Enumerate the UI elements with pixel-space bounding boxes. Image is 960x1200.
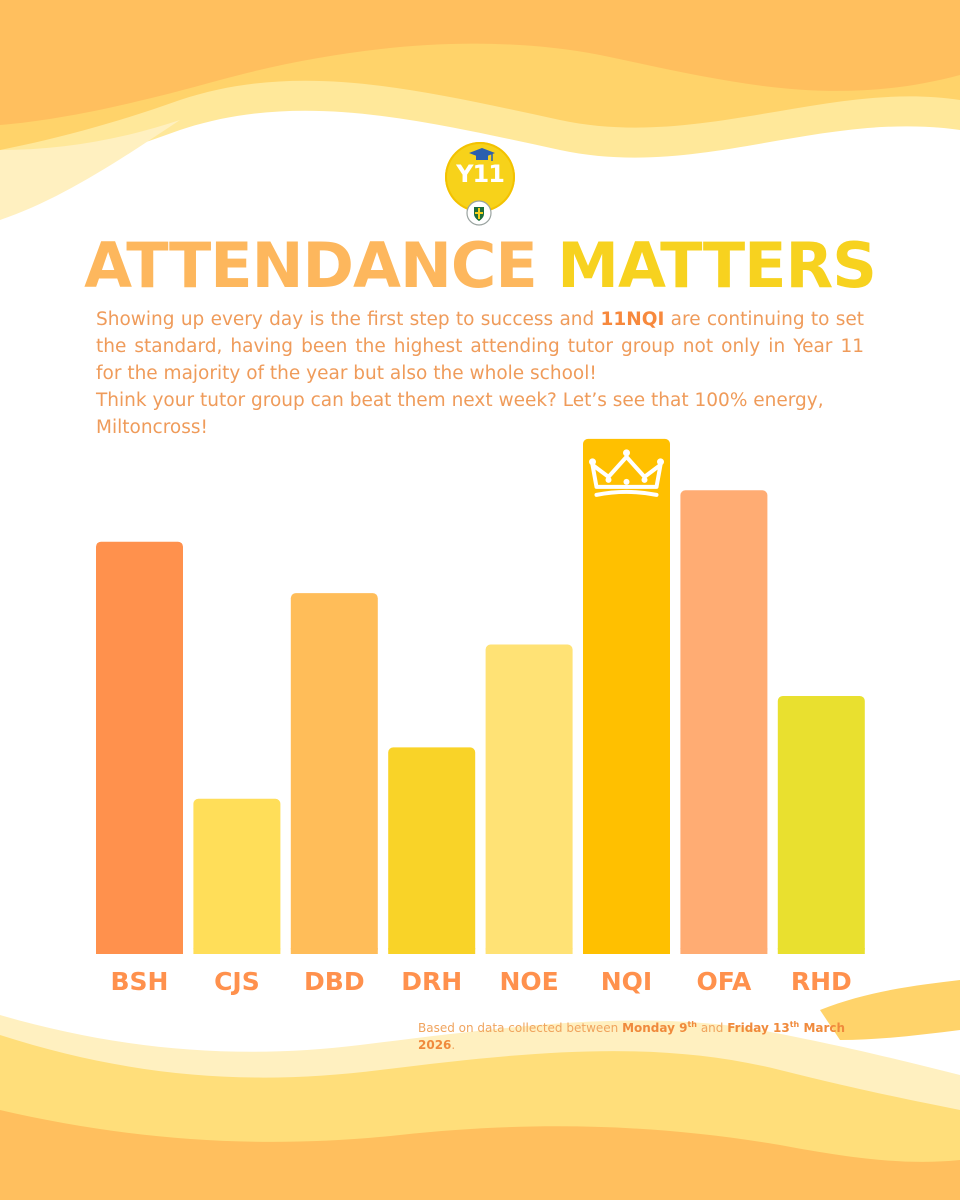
intro-text: Showing up every day is the first step t…: [96, 306, 864, 441]
footnote-end-month: March 2026: [418, 1021, 846, 1052]
footnote-start-sup: th: [687, 1020, 698, 1029]
title-attendance: ATTENDANCE: [84, 229, 538, 302]
x-label-cjs: CJS: [214, 967, 260, 996]
bar-base-rhd: [777, 948, 865, 954]
x-label-nqi: NQI: [601, 967, 652, 996]
school-crest-icon: [466, 200, 492, 226]
bar-ofa: [680, 490, 768, 954]
bar-base-bsh: [96, 948, 183, 954]
x-label-dbd: DBD: [304, 967, 365, 996]
bar-dbd: [290, 593, 378, 954]
intro-text-before: Showing up every day is the first step t…: [96, 309, 601, 330]
footnote-between: and: [697, 1021, 728, 1035]
footnote-after: .: [451, 1038, 456, 1052]
bar-rhd: [777, 695, 865, 954]
bar-bsh: [96, 541, 183, 954]
x-label-bsh: BSH: [111, 967, 169, 996]
footnote-end-day: Friday 13: [727, 1021, 790, 1035]
logo-text: Y11: [456, 160, 505, 188]
top-left-band: [0, 120, 180, 220]
intro-text-after: are continuing to set the standard, havi…: [96, 309, 864, 384]
intro-paragraph-2: Think your tutor group can beat them nex…: [96, 390, 824, 438]
crown-icon: [589, 449, 664, 497]
bar-base-cjs: [193, 948, 281, 954]
bar-base-drh: [388, 948, 476, 954]
x-label-rhd: RHD: [791, 967, 852, 996]
bar-cjs: [193, 798, 281, 954]
footnote-end-sup: th: [789, 1020, 800, 1029]
intro-paragraph-1: Showing up every day is the first step t…: [96, 306, 864, 387]
bottom-wave-front: [0, 1110, 960, 1200]
footnote-before: Based on data collected between: [418, 1021, 623, 1035]
graduation-cap-icon: [469, 148, 495, 161]
footnote-start-day: Monday 9: [622, 1021, 688, 1035]
title-matters: MATTERS: [557, 229, 877, 302]
highlight-group: 11NQI: [600, 309, 665, 330]
bottom-right-band: [820, 980, 960, 1040]
bar-base-noe: [485, 948, 573, 954]
attendance-bar-chart: BSH CJS DBD DRH NOE NQI OFA RHD: [96, 438, 865, 996]
bar-noe: [485, 644, 573, 954]
x-label-ofa: OFA: [696, 967, 751, 996]
bar-nqi: [583, 438, 670, 955]
page-title: ATTENDANCE MATTERS: [0, 226, 960, 306]
bar-base-ofa: [680, 948, 768, 954]
bar-base-nqi: [583, 948, 670, 954]
bar-drh: [388, 747, 476, 954]
x-label-noe: NOE: [499, 967, 558, 996]
x-label-drh: DRH: [401, 967, 462, 996]
y11-logo: Y11: [445, 142, 515, 212]
top-wave-front: [0, 0, 960, 125]
footnote: Based on data collected between Monday 9…: [418, 1016, 868, 1054]
bar-base-dbd: [290, 948, 378, 954]
